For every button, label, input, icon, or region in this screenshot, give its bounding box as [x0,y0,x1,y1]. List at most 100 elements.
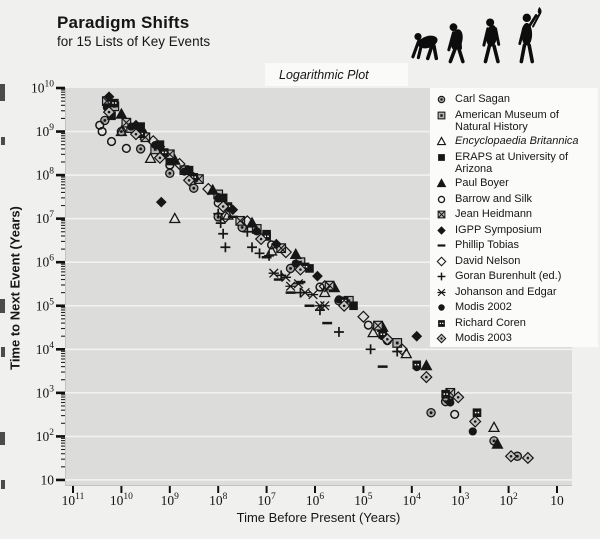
y-tick-label: 103 [36,384,55,400]
marker-asterisk [299,287,311,298]
legend-label: Paul Boyer [455,177,509,189]
legend-marker-circle-dot-icon [437,95,446,104]
marker-triangle-open [367,326,380,338]
marker-circle-filled [151,140,160,150]
y-tick-label: 107 [36,210,55,226]
marker-square-dot [437,111,446,119]
legend-row: Jean Heidmann [435,208,598,221]
early-human-silhouette [482,18,501,64]
legend-marker-asterisk-icon [437,288,446,296]
marker-diamond-dot [102,105,116,119]
plot-type-label: Logarithmic Plot [279,67,369,82]
marker-triangle-open [265,244,278,256]
legend-row: Goran Burenhult (ed.) [435,270,598,283]
marker-square-pattern [441,389,450,399]
y-tick-label: 106 [36,254,55,270]
marker-diamond-dot [153,151,167,164]
ape-silhouette [411,32,439,61]
legend-label: Goran Burenhult (ed.) [455,270,562,282]
marker-square-pattern [159,148,169,157]
marker-square-pattern [438,319,445,327]
legend-row: David Nelson [435,255,598,268]
marker-dash [227,215,238,219]
plot-type-label-box: Logarithmic Plot [265,63,408,86]
legend-marker-diamond-filled-icon [437,225,446,235]
marker-dash [304,304,315,307]
legend-label: Richard Coren [455,316,526,329]
marker-diamond-open [202,182,215,196]
marker-circle-dot [426,407,436,418]
marker-diamond-open [219,210,232,224]
marker-diamond-open [357,310,370,323]
marker-square-x [373,320,383,331]
marker-asterisk [293,278,304,289]
x-tick-label: 103 [451,492,470,508]
marker-circle-filled [446,398,455,407]
y-tick-label: 109 [36,123,55,139]
series-goran-burenhult-ed-points [213,208,403,357]
marker-square-filled [136,122,145,131]
x-axis-title: Time Before Present (Years) [236,510,401,525]
y-tick-label: 104 [36,341,55,357]
marker-asterisk [307,289,319,300]
legend-row: Carl Sagan [435,93,598,106]
marker-circle-filled [127,122,136,131]
y-tick-label: 1010 [31,80,54,96]
x-axis: 1011 1010 109 108 107 106 105 104 103 102 10 [62,486,564,508]
marker-triangle-open [115,125,128,137]
marker-square-pattern [110,98,119,108]
marker-square-pattern [262,232,271,241]
marker-diamond-open [173,157,186,171]
legend-label: Modis 2003 [455,332,512,344]
legend-label: IGPP Symposium [455,223,542,236]
marker-triangle-filled [491,437,504,449]
marker-circle-filled [468,427,477,436]
x-tick-label: 102 [499,492,517,508]
marker-plus [220,242,231,253]
marker-diamond-dot [216,200,230,213]
marker-plus [218,228,229,239]
marker-plus [242,226,253,237]
marker-circle-open [121,143,131,154]
x-tick-label: 105 [354,492,373,508]
marker-asterisk [268,268,279,278]
marker-diamond-filled [312,270,323,282]
legend-marker-triangle-open-icon [436,136,447,146]
marker-square-filled [218,193,228,203]
marker-circle-open [437,195,446,203]
legend-row: Barrow and Silk [435,193,598,206]
legend-marker-circle-open-icon [437,195,446,203]
marker-diamond-open [318,280,331,293]
marker-triangle-filled [115,107,128,119]
marker-circle-dot [512,451,523,461]
marker-plus [365,344,376,355]
marker-plus [392,346,403,357]
y-axis-title: Time to Next Event (Years) [7,206,23,370]
marker-diamond-open [395,343,409,356]
marker-dash [437,244,446,247]
legend-row: Modis 2003 [435,332,598,345]
marker-plus [315,305,325,316]
series-phillip-tobias-points [227,215,388,368]
x-tick-label: 107 [257,492,276,508]
x-tick-label: 108 [209,492,228,508]
marker-circle-open [97,126,107,137]
marker-diamond-dot [468,415,482,428]
marker-square-filled [349,301,358,311]
marker-circle-dot [135,144,146,154]
marker-square-pattern [472,408,482,418]
marker-plus [254,248,265,259]
marker-triangle-filled [436,178,447,188]
legend-label: ERAPS at University of Arizona [455,150,569,175]
legend-row: Encyclopaedia Britannica [435,135,598,148]
marker-triangle-open [168,212,181,224]
human-evolution-march-icon [411,6,542,64]
x-tick-label: 104 [403,492,422,508]
marker-diamond-dot [337,299,351,312]
y-axis: 1010 109 108 107 106 105 104 103 102 10 [31,80,65,487]
marker-square-pattern [189,173,199,182]
marker-triangle-filled [420,359,433,371]
legend-marker-square-filled-icon [438,153,445,161]
marker-plus [437,272,446,281]
legend-marker-circle-filled-icon [438,304,445,311]
